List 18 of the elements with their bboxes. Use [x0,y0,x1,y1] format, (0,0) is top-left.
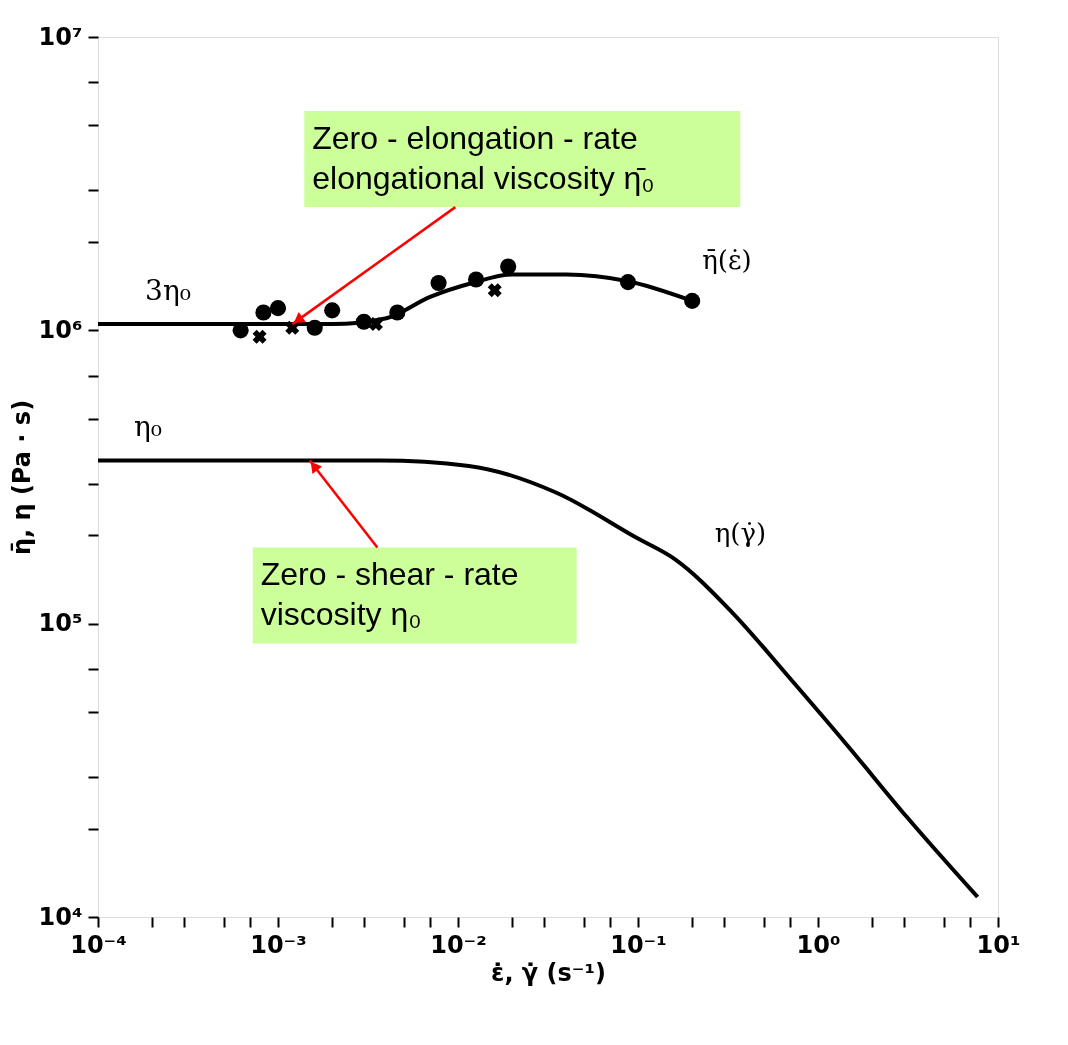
y-tick-label: 10⁶ [38,315,83,344]
x-axis-title: ε̇, γ̇ (s⁻¹) [491,958,606,987]
y-tick-label: 10⁴ [38,902,83,931]
series-label: η(γ̇) [714,518,767,549]
annotation: Zero - elongation - rate elongational viscosity η̄₀ [312,120,655,197]
annotation: η₀ [134,410,162,444]
series-label: η̄(ε̇) [702,244,752,275]
y-tick-label: 10⁵ [38,609,83,638]
y-tick-label: 10⁷ [38,22,83,51]
x-tick-label: 10⁰ [796,930,841,959]
annotation: Zero - shear - rate viscosity η₀ [260,556,519,633]
y-axis-title: η̄, η (Pa · s) [7,399,36,556]
x-tick-label: 10⁻³ [250,930,307,959]
x-tick-label: 10⁻⁴ [70,930,127,959]
x-tick-label: 10¹ [976,930,1021,959]
x-tick-label: 10⁻¹ [610,930,667,959]
annotation: 3η₀ [145,274,191,308]
x-tick-label: 10⁻² [430,930,487,959]
